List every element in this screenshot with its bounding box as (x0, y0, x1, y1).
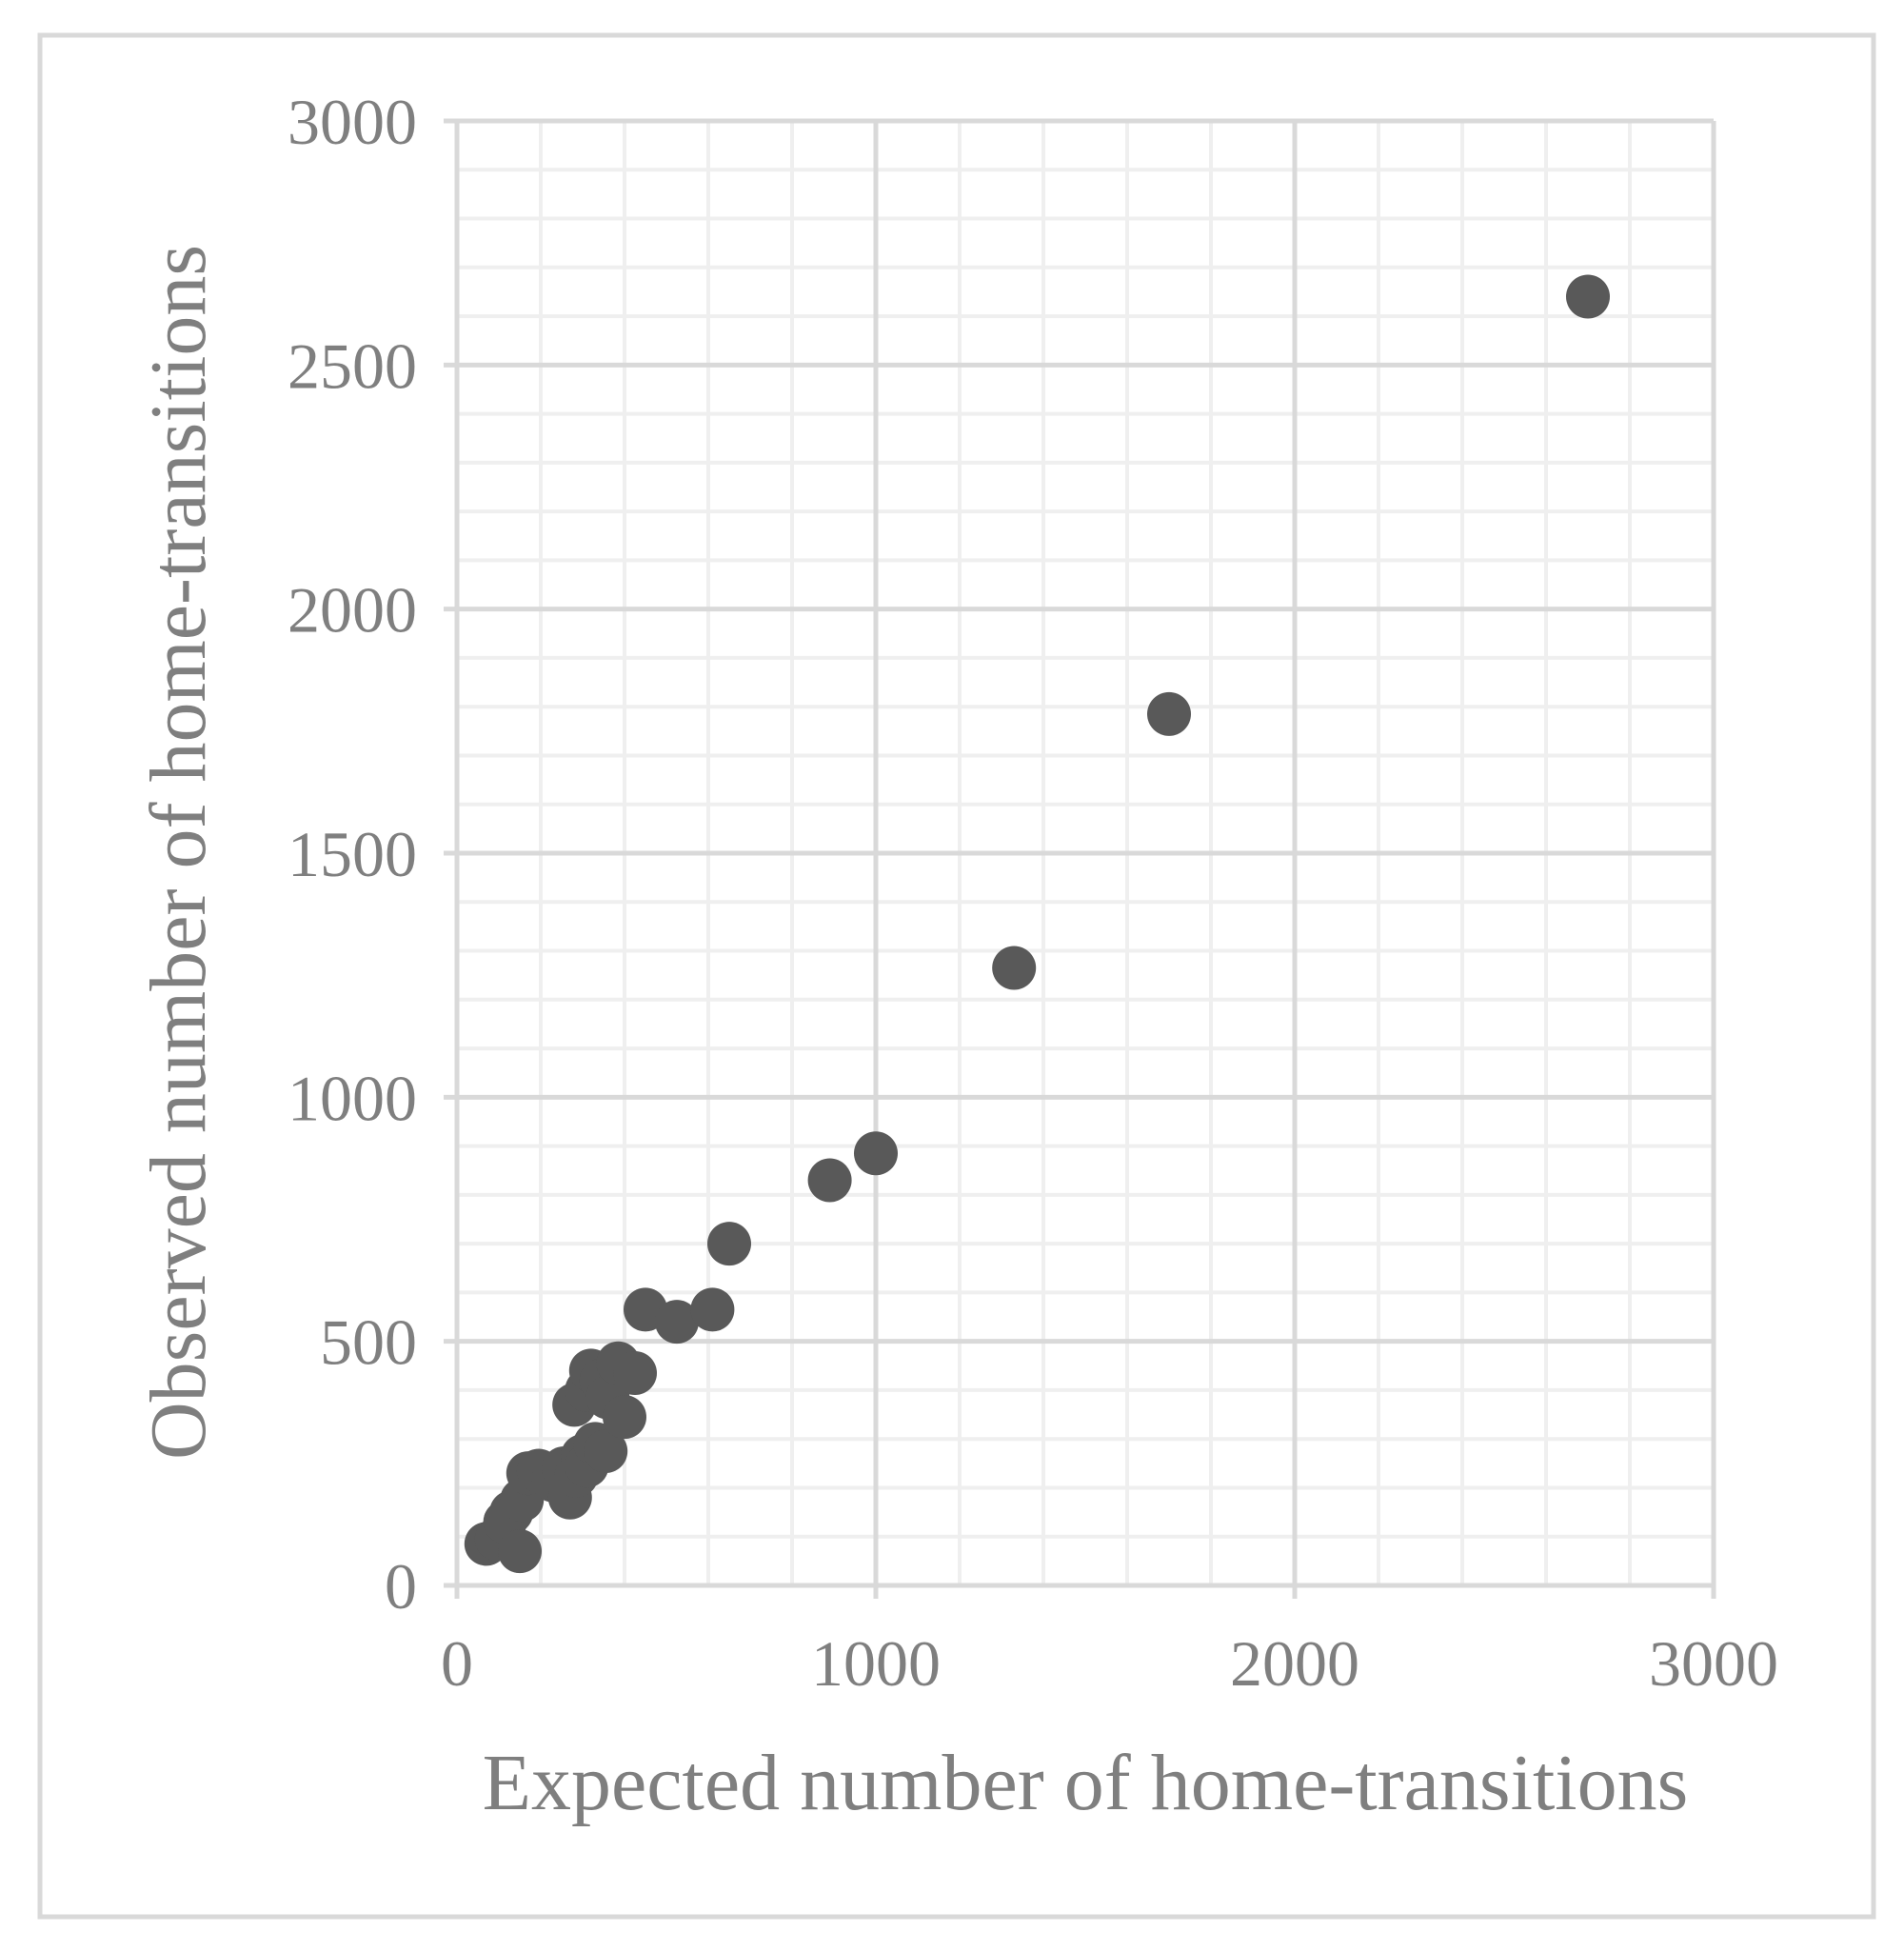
y-tick-label: 3000 (288, 86, 417, 158)
data-point (584, 1429, 628, 1474)
y-tick-label: 1500 (288, 818, 417, 890)
x-tick-label: 1000 (811, 1627, 941, 1700)
data-point (603, 1395, 646, 1440)
x-tick-label: 2000 (1230, 1627, 1359, 1700)
data-point (1147, 691, 1191, 736)
y-tick-label: 2000 (288, 574, 417, 647)
data-point (807, 1158, 852, 1203)
data-point (854, 1131, 898, 1176)
data-point (655, 1300, 699, 1344)
y-tick-label: 1000 (288, 1062, 417, 1134)
x-tick-label: 3000 (1649, 1627, 1778, 1700)
data-point (613, 1350, 657, 1395)
y-axis-title: Observed number of home-transitions (134, 245, 223, 1460)
axes (444, 121, 1714, 1599)
data-point (707, 1222, 751, 1266)
x-tick-labels: 0 1000 2000 3000 (441, 1627, 1778, 1700)
data-point (498, 1529, 542, 1574)
y-tick-labels: 0 500 1000 1500 2000 2500 3000 (288, 86, 417, 1623)
chart-border (37, 32, 1876, 1920)
x-tick-label: 0 (441, 1627, 473, 1700)
data-point (690, 1287, 735, 1332)
data-points (464, 274, 1610, 1574)
y-tick-label: 500 (320, 1306, 417, 1379)
major-gridlines (444, 118, 1716, 1599)
y-tick-label: 0 (385, 1550, 417, 1623)
data-point (1566, 274, 1610, 319)
y-tick-label: 2500 (288, 329, 417, 402)
data-point (992, 946, 1037, 990)
x-axis-title: Expected number of home-transitions (483, 1739, 1689, 1827)
